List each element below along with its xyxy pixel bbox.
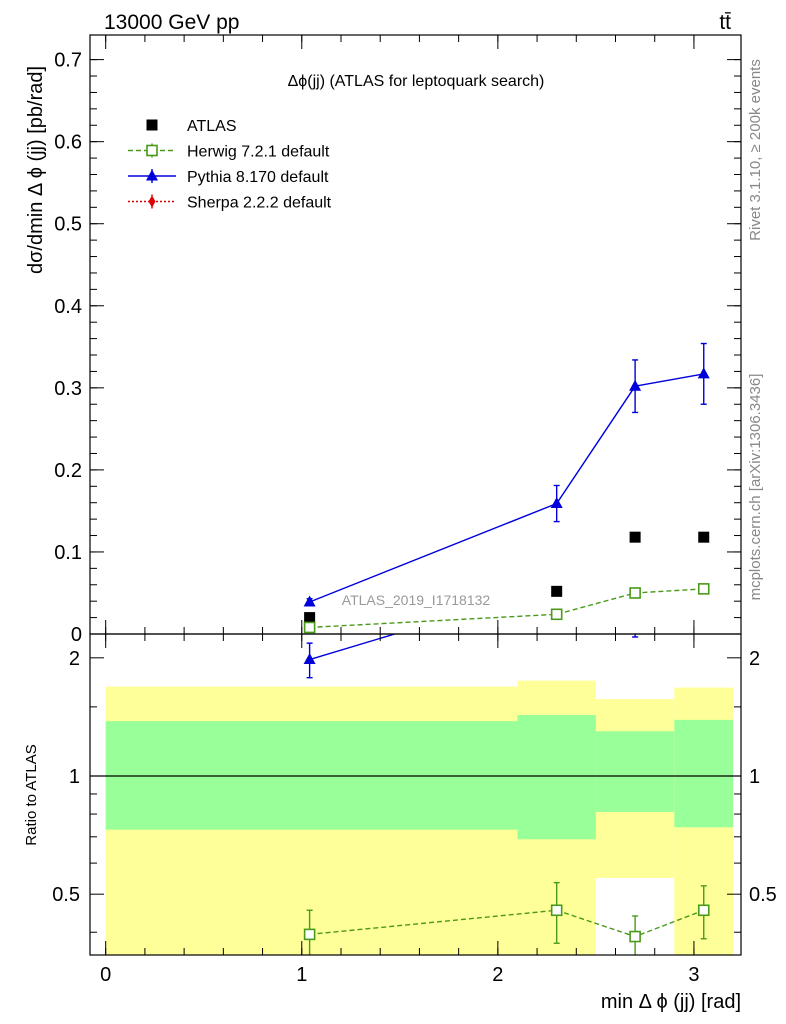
legend-sherpa-label: Sherpa 2.2.2 default bbox=[187, 195, 332, 212]
uncertainty-bands bbox=[105, 680, 734, 955]
inner-band bbox=[595, 731, 675, 812]
x-axis-label: min Δ ϕ (jj) [rad] bbox=[601, 991, 741, 1013]
pythia-ratio-point bbox=[698, 601, 710, 612]
ratio-y-tick-label: 1 bbox=[69, 766, 80, 788]
ratio-y-tick-label: 2 bbox=[69, 648, 80, 670]
ratio-y-tick-label-right: 2 bbox=[749, 648, 760, 670]
energy-label: 13000 GeV pp bbox=[104, 11, 239, 34]
y-tick-label: 0.2 bbox=[54, 460, 82, 482]
herwig-point bbox=[697, 583, 710, 595]
inner-band bbox=[105, 721, 518, 830]
legend-pythia-marker bbox=[146, 169, 158, 181]
y-axis-label: dσ/dmin Δ ϕ (jj) [pb/rad] bbox=[25, 66, 47, 274]
x-tick-label: 3 bbox=[688, 964, 699, 986]
legend: ATLAS Herwig 7.2.1 default Pythia 8.170 de… bbox=[128, 118, 332, 212]
pythia-line bbox=[309, 373, 704, 603]
chart-title: Δϕ(jj) (ATLAS for leptoquark search) bbox=[288, 73, 545, 90]
main-panel: 0 0.1 0.2 0.3 0.4 0.5 0.6 0.7 Δϕ(jj) (ATLAS for … bbox=[25, 34, 742, 646]
y-tick-label: 0.4 bbox=[54, 296, 82, 318]
ratio-y-tick-label-right: 1 bbox=[749, 766, 760, 788]
ratio-y-axis-label: Ratio to ATLAS bbox=[23, 744, 40, 845]
atlas-point bbox=[629, 531, 641, 543]
y-tick-label: 0.6 bbox=[54, 132, 82, 154]
legend-atlas-label: ATLAS bbox=[187, 118, 237, 135]
ratio-y-tick-label: 0.5 bbox=[52, 884, 80, 906]
herwig-ratio-line bbox=[309, 909, 704, 938]
pythia-point bbox=[550, 497, 563, 509]
x-tick-label: 0 bbox=[100, 964, 111, 986]
herwig-ratio-point bbox=[697, 904, 710, 917]
process-label: tt̄ bbox=[719, 11, 731, 34]
herwig-ratio-point bbox=[303, 928, 316, 941]
herwig-point bbox=[550, 608, 563, 621]
inner-band bbox=[517, 715, 596, 840]
herwig-ratio-point bbox=[550, 904, 563, 917]
legend-atlas-marker bbox=[146, 119, 158, 131]
ratio-frame bbox=[89, 633, 742, 956]
y-tick-label: 0.3 bbox=[54, 378, 82, 400]
pythia-point bbox=[629, 379, 642, 391]
legend-herwig-marker bbox=[146, 144, 158, 157]
ratio-data bbox=[303, 601, 710, 955]
inner-band bbox=[674, 719, 734, 828]
pythia-ratio-point bbox=[303, 653, 316, 665]
pythia-ratio-point bbox=[629, 609, 641, 620]
herwig-point bbox=[629, 587, 641, 599]
rivet-label: Rivet 3.1.10, ≥ 200k events bbox=[747, 59, 764, 241]
herwig-ratio-point bbox=[629, 930, 641, 943]
watermark: ATLAS_2019_I1718132 bbox=[342, 592, 491, 608]
pythia-point bbox=[697, 367, 710, 379]
ratio-y-tick-label-right: 0.5 bbox=[749, 884, 777, 906]
atlas-point bbox=[698, 531, 710, 543]
legend-sherpa-marker bbox=[148, 195, 156, 208]
y-tick-label: 0.5 bbox=[54, 214, 82, 236]
site-label: mcplots.cern.ch [arXiv:1306.3436] bbox=[747, 374, 764, 601]
x-tick-label: 2 bbox=[492, 964, 503, 986]
herwig-line bbox=[309, 588, 704, 629]
y-tick-label: 0.1 bbox=[54, 542, 82, 564]
legend-pythia-label: Pythia 8.170 default bbox=[187, 169, 329, 186]
y-tick-label: 0.7 bbox=[54, 50, 82, 72]
atlas-point bbox=[304, 612, 316, 624]
main-data bbox=[303, 342, 710, 634]
pythia-point bbox=[303, 595, 316, 607]
herwig-point bbox=[303, 621, 316, 634]
x-tick-label: 1 bbox=[296, 964, 307, 986]
legend-herwig-label: Herwig 7.2.1 default bbox=[187, 144, 330, 161]
atlas-point bbox=[551, 585, 563, 597]
y-tick-label: 0 bbox=[71, 624, 82, 646]
